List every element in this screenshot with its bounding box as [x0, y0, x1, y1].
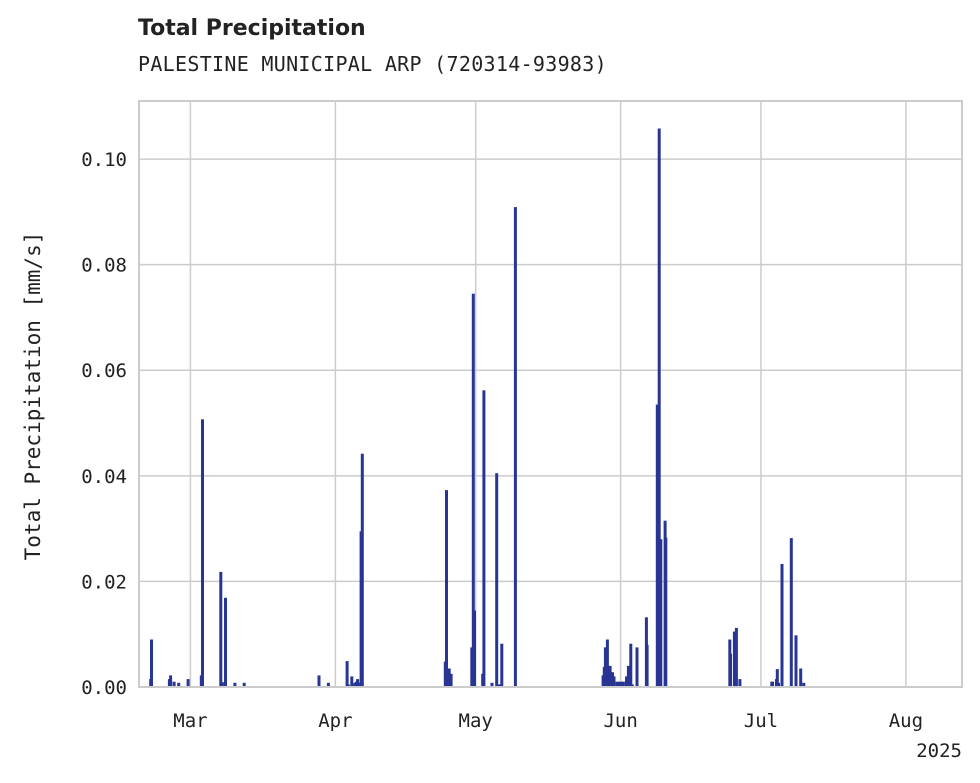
- precipitation-bar: [500, 643, 504, 687]
- precipitation-bar: [172, 681, 176, 687]
- precipitation-bar: [775, 669, 779, 687]
- chart-subtitle: PALESTINE MUNICIPAL ARP (720314-93983): [138, 52, 607, 76]
- precipitation-bar: [771, 681, 775, 687]
- precipitation-bar: [799, 668, 803, 687]
- y-tick-label: 0.10: [81, 149, 127, 171]
- precipitation-bar: [224, 597, 227, 687]
- precipitation-bar: [729, 653, 732, 687]
- y-tick-label: 0.00: [81, 677, 127, 699]
- precipitation-bar: [780, 564, 784, 687]
- precipitation-bar: [177, 682, 181, 687]
- precipitation-bar: [242, 682, 246, 687]
- y-tick-label: 0.08: [81, 255, 127, 277]
- grid-lines: [139, 101, 962, 688]
- x-tick-label: Jun: [603, 710, 637, 732]
- precipitation-bar: [603, 647, 607, 687]
- precipitation-bar: [219, 571, 223, 687]
- precipitation-bar: [738, 679, 742, 687]
- y-tick-label: 0.06: [81, 360, 127, 382]
- precipitation-bar: [513, 207, 517, 687]
- x-tick-label: Mar: [173, 710, 207, 732]
- precipitation-bar: [794, 635, 798, 687]
- precipitation-bar: [169, 675, 173, 687]
- precipitation-bar: [605, 639, 609, 687]
- y-axis-ticks: 0.00 0.02 0.04 0.06 0.08 0.10: [81, 149, 127, 699]
- precipitation-bar: [625, 676, 628, 687]
- precipitation-bar: [629, 643, 633, 687]
- x-axis-year-label: 2025: [916, 740, 962, 762]
- precipitation-bar: [471, 293, 475, 687]
- precipitation-bar: [220, 682, 224, 687]
- precipitation-bar: [495, 473, 499, 687]
- precipitation-bar: [802, 682, 806, 687]
- precipitation-bar: [734, 627, 738, 687]
- precipitation-bar: [326, 682, 330, 687]
- precipitation-bar: [612, 676, 616, 687]
- precipitation-bar: [657, 128, 661, 687]
- x-tick-label: Jul: [744, 710, 778, 732]
- precipitation-bar: [186, 679, 190, 687]
- precipitation-bar: [490, 682, 494, 687]
- precipitation-bar: [617, 681, 621, 687]
- precipitation-bar: [732, 631, 736, 687]
- precipitation-bar: [449, 673, 453, 687]
- x-tick-label: Aug: [889, 710, 923, 732]
- precipitation-bar: [345, 661, 349, 687]
- precipitation-bar: [233, 682, 237, 687]
- precipitation-bar: [482, 390, 486, 687]
- precipitation-bar: [777, 682, 780, 687]
- precipitation-bar: [317, 675, 321, 687]
- precipitation-bar: [630, 684, 634, 687]
- plot-frame: [138, 100, 963, 688]
- precipitation-bar: [664, 537, 668, 687]
- precipitation-bar: [645, 644, 649, 687]
- precipitation-bar: [608, 665, 612, 687]
- y-tick-label: 0.02: [81, 571, 127, 593]
- y-tick-label: 0.04: [81, 466, 127, 488]
- precipitation-bar: [621, 681, 625, 687]
- bar-series: [149, 128, 806, 687]
- precipitation-bar: [350, 676, 354, 687]
- chart-title: Total Precipitation: [138, 16, 366, 41]
- precipitation-bar: [626, 665, 630, 687]
- precipitation-bar: [789, 538, 793, 687]
- precipitation-bar: [615, 681, 619, 687]
- y-axis-label: Total Precipitation [mm/s]: [21, 232, 45, 561]
- precipitation-bar: [346, 684, 350, 687]
- precipitation-bar: [356, 679, 360, 687]
- precipitation-bar: [150, 639, 153, 687]
- precipitation-bar: [360, 453, 364, 687]
- precipitation-bar: [655, 404, 659, 687]
- precipitation-bar: [473, 610, 476, 687]
- precipitation-bar: [445, 490, 448, 687]
- precipitation-bar: [635, 647, 639, 687]
- x-tick-label: May: [459, 710, 493, 732]
- precipitation-bar: [619, 681, 623, 687]
- x-tick-label: Apr: [318, 710, 352, 732]
- precipitation-bar: [659, 539, 663, 687]
- x-axis-ticks: Mar Apr May Jun Jul Aug: [173, 710, 923, 732]
- precipitation-bar: [447, 668, 451, 687]
- precipitation-bar: [201, 419, 204, 687]
